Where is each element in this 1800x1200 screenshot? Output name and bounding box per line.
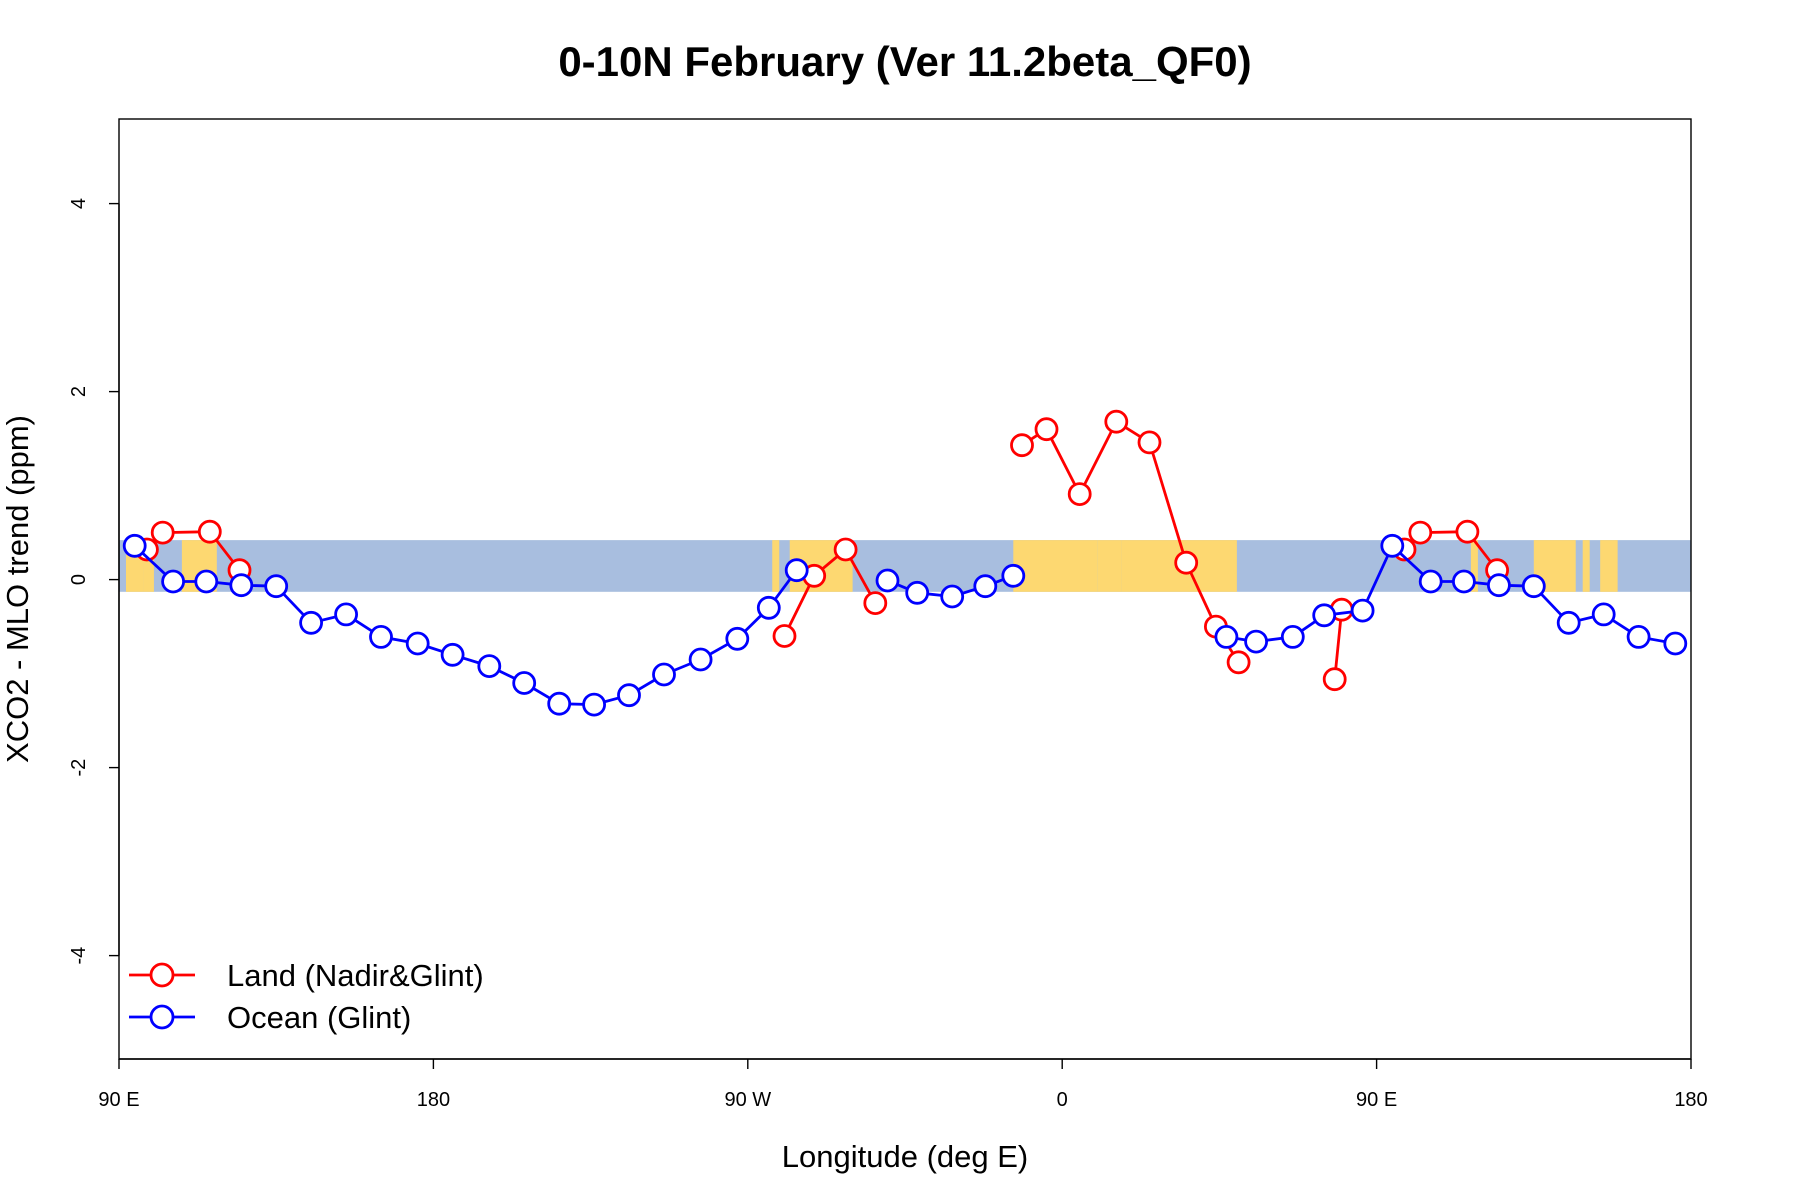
x-tick-label: 90 E <box>1356 1089 1397 1111</box>
data-point <box>1665 633 1686 654</box>
data-point <box>1012 435 1033 456</box>
data-point <box>514 673 535 694</box>
data-point <box>690 649 711 670</box>
land-patch <box>1097 540 1121 592</box>
legend: Land (Nadir&Glint) Ocean (Glint) <box>129 958 484 1035</box>
data-point <box>1216 626 1237 647</box>
data-point <box>654 664 675 685</box>
data-point <box>124 535 145 556</box>
data-point <box>1488 575 1509 596</box>
data-point <box>877 570 898 591</box>
data-point <box>163 571 184 592</box>
data-point <box>1246 631 1267 652</box>
data-point <box>727 628 748 649</box>
data-point <box>758 597 779 618</box>
data-point <box>619 685 640 706</box>
data-point <box>407 633 428 654</box>
x-tick-label: 0 <box>1057 1089 1068 1111</box>
legend-label: Ocean (Glint) <box>227 1000 411 1035</box>
data-point <box>442 644 463 665</box>
data-point <box>1324 669 1345 690</box>
y-tick-label: -2 <box>68 759 90 777</box>
y-tick-label: 4 <box>68 198 90 209</box>
data-point <box>1314 605 1335 626</box>
data-point <box>1628 626 1649 647</box>
data-point <box>199 521 220 542</box>
data-point <box>1106 411 1127 432</box>
x-tick-label: 180 <box>417 1089 450 1111</box>
y-tick-label: 0 <box>68 574 90 585</box>
data-point <box>1382 535 1403 556</box>
data-point <box>1228 652 1249 673</box>
legend-label: Land (Nadir&Glint) <box>227 958 484 993</box>
data-point <box>786 560 807 581</box>
data-point <box>1069 484 1090 505</box>
data-point <box>1593 604 1614 625</box>
data-point <box>1453 571 1474 592</box>
data-point <box>1523 576 1544 597</box>
y-axis-label: XCO2 - MLO trend (ppm) <box>0 415 35 763</box>
land-patch <box>1600 540 1617 592</box>
data-point <box>266 576 287 597</box>
x-tick-label: 180 <box>1674 1089 1707 1111</box>
data-point <box>975 576 996 597</box>
data-point <box>479 656 500 677</box>
y-tick-label: -4 <box>68 947 90 965</box>
data-point <box>152 522 173 543</box>
data-point <box>371 626 392 647</box>
data-point <box>774 626 795 647</box>
data-point <box>1558 612 1579 633</box>
data-point <box>301 612 322 633</box>
data-point <box>1457 521 1478 542</box>
y-tick-label: 2 <box>68 386 90 397</box>
land-patch <box>772 540 779 592</box>
data-point <box>549 693 570 714</box>
legend-marker <box>151 964 173 986</box>
land-patch <box>1583 540 1590 592</box>
land-patch <box>1013 540 1097 592</box>
chart-title: 0-10N February (Ver 11.2beta_QF0) <box>558 38 1251 85</box>
data-point <box>907 582 928 603</box>
x-axis-label: Longitude (deg E) <box>782 1139 1028 1174</box>
data-point <box>1036 419 1057 440</box>
x-tick-label: 90 E <box>98 1089 139 1111</box>
data-point <box>1410 522 1431 543</box>
data-point <box>1352 600 1373 621</box>
data-point <box>865 593 886 614</box>
data-point <box>1420 571 1441 592</box>
data-point <box>1176 552 1197 573</box>
legend-marker <box>151 1006 173 1028</box>
data-point <box>1282 626 1303 647</box>
data-point <box>196 571 217 592</box>
data-point <box>584 694 605 715</box>
data-point <box>835 539 856 560</box>
data-point <box>1003 565 1024 586</box>
data-point <box>231 575 252 596</box>
data-point <box>336 604 357 625</box>
data-point <box>942 586 963 607</box>
data-point <box>1139 432 1160 453</box>
x-tick-label: 90 W <box>724 1089 771 1111</box>
